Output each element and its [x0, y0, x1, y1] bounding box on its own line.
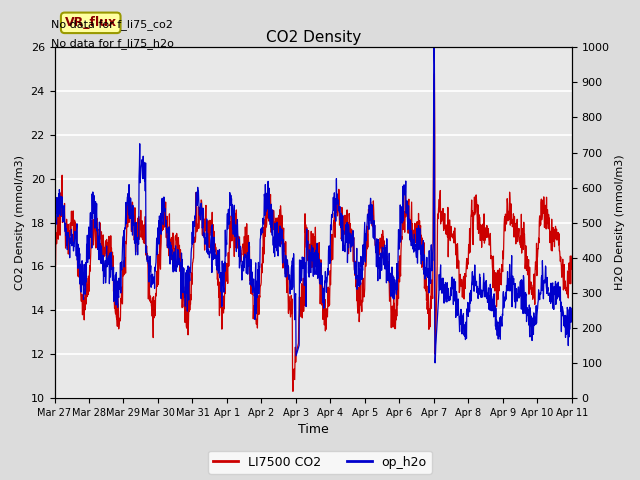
Text: No data for f_li75_co2: No data for f_li75_co2: [51, 19, 173, 30]
Y-axis label: H2O Density (mmol/m3): H2O Density (mmol/m3): [615, 155, 625, 290]
Text: No data for f_li75_h2o: No data for f_li75_h2o: [51, 38, 174, 49]
X-axis label: Time: Time: [298, 423, 328, 436]
Title: CO2 Density: CO2 Density: [266, 30, 361, 45]
Text: VR_flux: VR_flux: [65, 16, 116, 29]
Legend: LI7500 CO2, op_h2o: LI7500 CO2, op_h2o: [209, 451, 431, 474]
Y-axis label: CO2 Density (mmol/m3): CO2 Density (mmol/m3): [15, 155, 25, 290]
